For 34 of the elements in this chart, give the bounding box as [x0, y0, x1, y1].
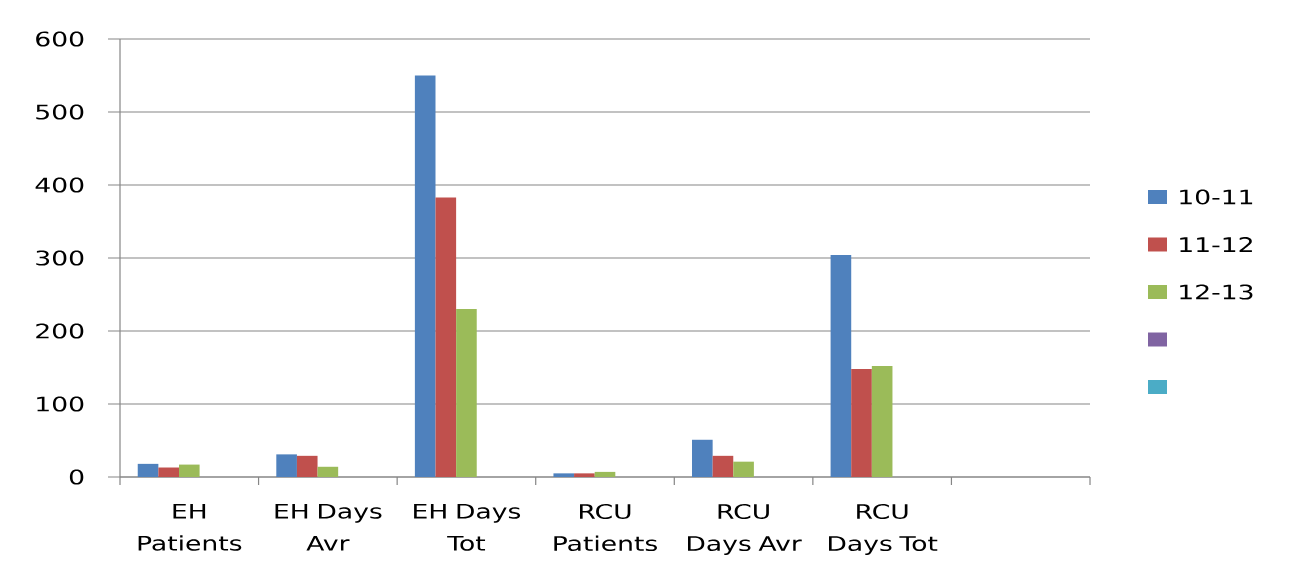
bar: [414, 75, 436, 477]
bar: [712, 455, 734, 477]
bar: [137, 463, 159, 477]
legend-label: 11-12: [1180, 237, 1252, 252]
bar: [692, 439, 713, 477]
y-tick-label: 200: [36, 323, 84, 339]
bar: [574, 473, 595, 477]
x-tick-label: RCU Days Tot: [829, 503, 938, 555]
bar: [553, 473, 575, 477]
y-tick-label: 100: [37, 396, 84, 412]
bar: [178, 464, 200, 477]
x-tick-label: RCU Patients: [554, 503, 657, 552]
y-tick-label: 600: [36, 31, 84, 47]
legend-label: 12-13: [1180, 284, 1253, 300]
x-tick-label: RCU Days Avr: [688, 503, 802, 555]
bar: [158, 467, 179, 477]
x-tick-label: EH Days Avr: [275, 503, 382, 551]
bar: [594, 471, 616, 477]
bar: [317, 466, 339, 477]
bar: [296, 455, 318, 477]
y-tick-label: 0: [69, 469, 84, 485]
bar: [830, 255, 852, 477]
bar: [435, 197, 457, 477]
y-tick-label: 300: [36, 250, 84, 266]
x-tick-label: EH Days Tot: [414, 503, 521, 551]
bar: [733, 461, 754, 477]
bar: [871, 366, 893, 477]
bar: [851, 368, 872, 477]
y-tick-label: 400: [35, 177, 84, 193]
legend-label: 10-11: [1180, 189, 1253, 205]
y-tick-label: 500: [36, 104, 84, 120]
bar: [276, 454, 297, 477]
bar: [456, 309, 477, 477]
x-tick-label: EH Patients: [138, 503, 242, 551]
